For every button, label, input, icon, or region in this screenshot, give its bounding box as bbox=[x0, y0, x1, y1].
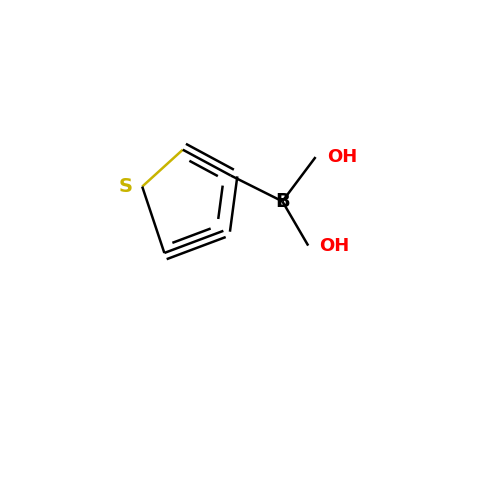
Text: B: B bbox=[275, 192, 290, 211]
Text: OH: OH bbox=[319, 237, 350, 254]
Text: OH: OH bbox=[327, 148, 357, 166]
Text: S: S bbox=[119, 177, 133, 196]
